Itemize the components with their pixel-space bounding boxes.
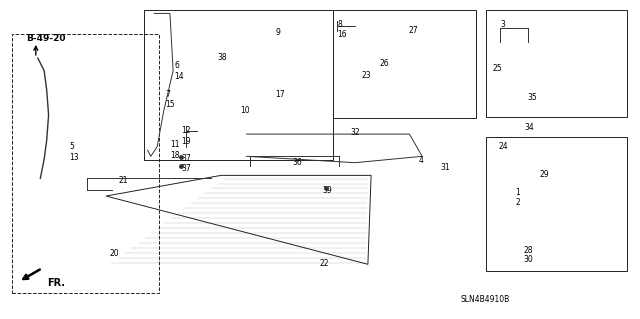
Text: 14: 14	[174, 72, 184, 81]
Text: SLN4B4910B: SLN4B4910B	[461, 295, 509, 304]
Text: 25: 25	[492, 64, 502, 73]
Text: 15: 15	[166, 100, 175, 109]
Text: FR.: FR.	[47, 278, 65, 288]
Text: 26: 26	[380, 59, 389, 68]
Text: 13: 13	[70, 152, 79, 161]
Text: 38: 38	[218, 53, 227, 62]
Text: B-49-20: B-49-20	[26, 34, 66, 43]
Text: 3: 3	[500, 20, 505, 29]
Text: 20: 20	[109, 249, 119, 258]
Text: 27: 27	[408, 26, 418, 35]
Text: 32: 32	[351, 128, 360, 137]
Text: 11: 11	[170, 140, 179, 149]
Text: 19: 19	[181, 137, 191, 146]
Bar	[333, 10, 476, 118]
Text: 31: 31	[440, 163, 450, 172]
Text: 12: 12	[181, 126, 191, 135]
Text: 7: 7	[166, 90, 170, 99]
Text: 21: 21	[119, 176, 129, 185]
Text: 22: 22	[320, 259, 330, 268]
Text: 18: 18	[170, 151, 179, 160]
Text: 37: 37	[181, 164, 191, 173]
Text: 35: 35	[527, 93, 538, 102]
Bar	[12, 34, 159, 293]
Text: 10: 10	[240, 106, 250, 115]
Text: 9: 9	[275, 28, 280, 37]
Text: 2: 2	[515, 198, 520, 207]
Text: 36: 36	[292, 158, 302, 167]
Text: 39: 39	[322, 186, 332, 195]
Bar	[486, 137, 627, 271]
Text: 34: 34	[524, 123, 534, 132]
Text: 30: 30	[523, 256, 533, 264]
Text: 16: 16	[337, 30, 347, 39]
Text: 1: 1	[515, 188, 520, 197]
Text: 24: 24	[499, 142, 508, 151]
Text: 37: 37	[181, 154, 191, 163]
Text: 4: 4	[419, 156, 423, 165]
Text: 17: 17	[275, 90, 285, 99]
Text: 5: 5	[70, 142, 74, 151]
Bar	[144, 10, 333, 160]
Bar	[486, 10, 627, 117]
Text: 8: 8	[337, 20, 342, 29]
Text: 28: 28	[523, 246, 532, 255]
Text: 23: 23	[362, 71, 371, 80]
Text: 29: 29	[539, 170, 548, 179]
Text: 6: 6	[174, 61, 179, 70]
